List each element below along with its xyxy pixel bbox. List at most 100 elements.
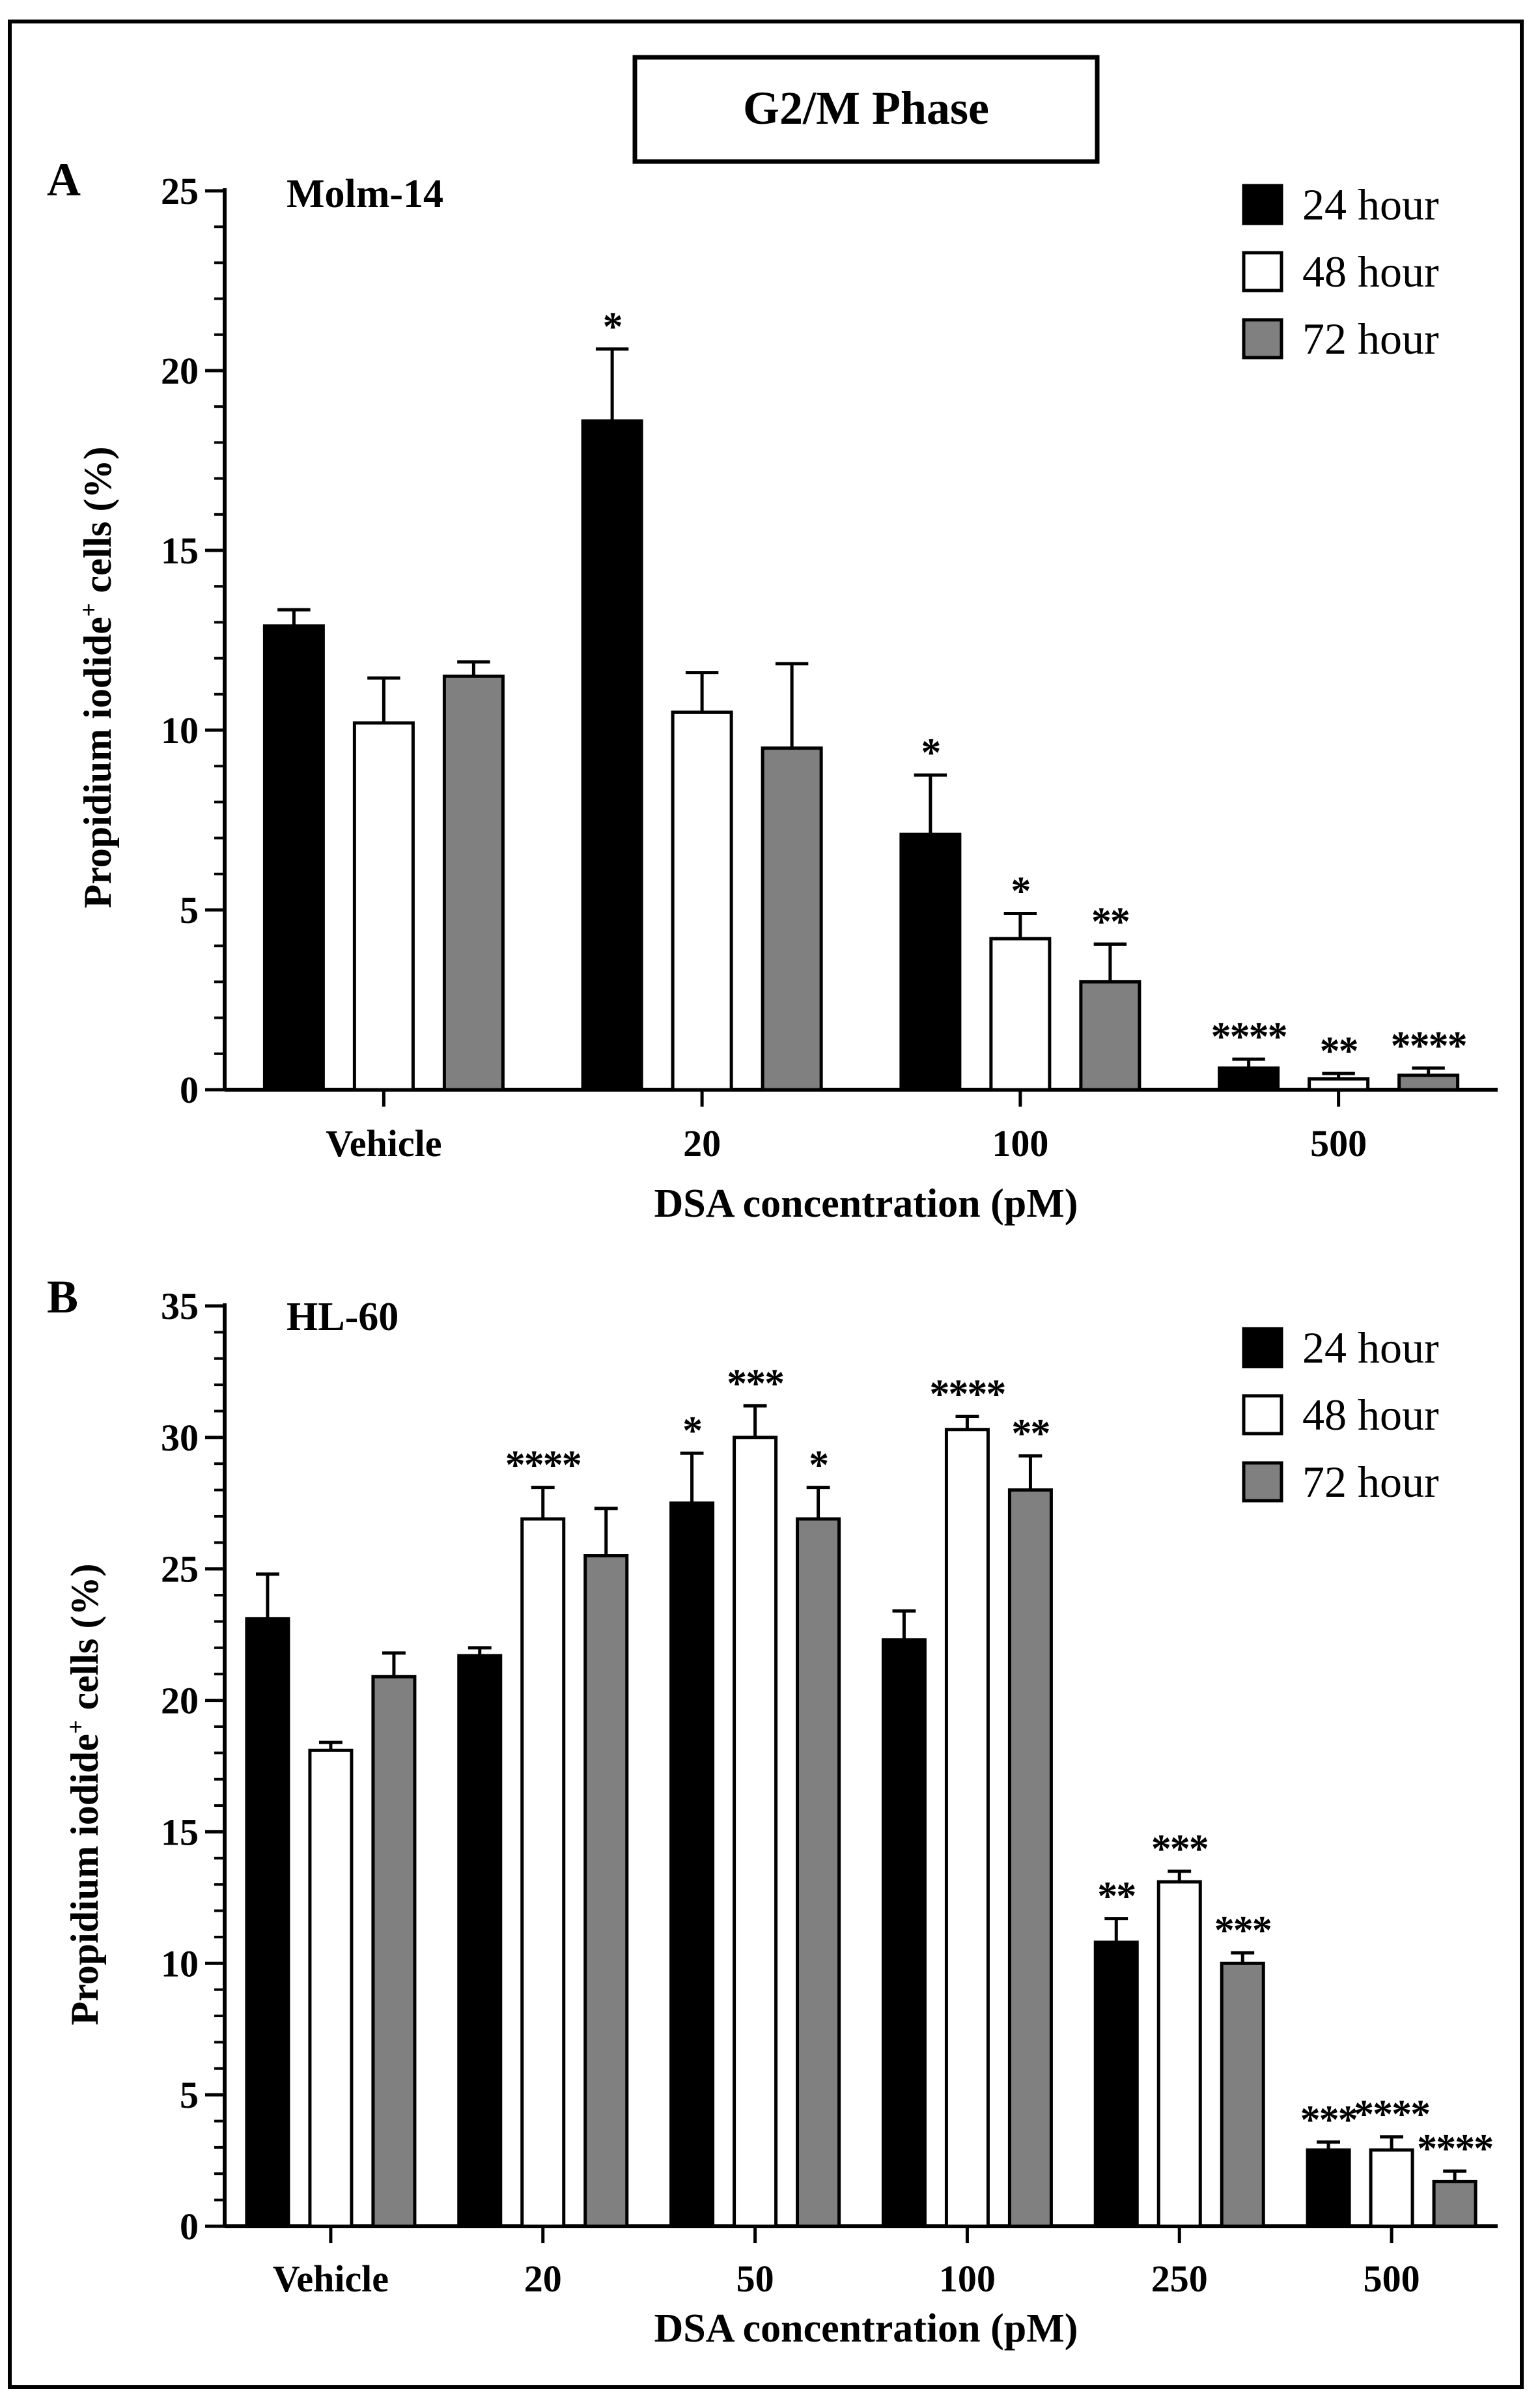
y-tick-label: 0 <box>180 2205 199 2248</box>
x-tick-label: 100 <box>939 2258 996 2300</box>
panel-b-plot-area: 05101520253035Vehicle****20*****50******… <box>161 1285 1498 2300</box>
bar <box>245 1617 290 2228</box>
bar <box>1306 2148 1351 2228</box>
significance-label: * <box>809 1443 828 1488</box>
x-tick-label: 500 <box>1364 2258 1420 2300</box>
panel-b-ylabel-sup: + <box>63 1720 90 1734</box>
y-tick-label: 30 <box>161 1417 199 1459</box>
significance-label: *** <box>1214 1908 1271 1953</box>
significance-label: * <box>1011 870 1029 914</box>
bar <box>371 1675 417 2228</box>
significance-label: **** <box>1391 1024 1466 1068</box>
significance-label: ** <box>1320 1029 1358 1073</box>
figure-title: G2/M Phase <box>743 82 989 134</box>
bar <box>1432 2179 1477 2228</box>
legend-swatch <box>1242 251 1283 292</box>
bar <box>796 1517 841 2228</box>
significance-label: * <box>603 305 622 349</box>
legend-label: 24 hour <box>1302 180 1439 229</box>
significance-label: *** <box>727 1361 783 1406</box>
bar <box>1156 1880 1202 2228</box>
x-tick-label: 50 <box>736 2258 774 2300</box>
y-tick-label: 15 <box>161 1811 199 1853</box>
x-tick-label: 500 <box>1310 1122 1367 1165</box>
bar <box>583 1554 629 2228</box>
bar <box>881 1638 927 2228</box>
x-tick-label: 20 <box>524 2258 562 2300</box>
panel-b-y-axis-label: Propidium iodide+ cells (%) <box>63 1564 106 2026</box>
significance-label: **** <box>1417 2127 1492 2171</box>
bar <box>1007 1488 1053 2228</box>
panel-a-x-axis-label: DSA concentration (pM) <box>654 1182 1078 1226</box>
significance-label: **** <box>929 1372 1005 1417</box>
title-box-border <box>632 55 1100 164</box>
panel-a-cell-line: Molm-14 <box>287 172 443 216</box>
bar <box>1093 1940 1139 2228</box>
significance-label: *** <box>1300 2098 1357 2142</box>
bar <box>442 674 505 1092</box>
legend-label: 48 hour <box>1302 247 1439 296</box>
y-tick-label: 20 <box>161 350 199 392</box>
y-tick-label: 25 <box>161 170 199 212</box>
y-tick-label: 10 <box>161 709 199 752</box>
legend-swatch <box>1242 1327 1283 1368</box>
legend-label: 24 hour <box>1302 1323 1439 1372</box>
significance-label: * <box>921 731 940 775</box>
x-tick-label: Vehicle <box>273 2258 389 2300</box>
y-tick-label: 35 <box>161 1285 199 1327</box>
bar <box>944 1428 990 2228</box>
bar <box>761 746 823 1092</box>
bar <box>1369 2148 1414 2228</box>
significance-label: *** <box>1151 1827 1208 1871</box>
x-tick-label: 20 <box>683 1122 721 1165</box>
legend-label: 48 hour <box>1302 1390 1439 1439</box>
significance-label: **** <box>1211 1015 1287 1059</box>
bar <box>352 721 415 1092</box>
panel-a-ylabel-rest: cells (%) <box>76 447 119 603</box>
significance-label: * <box>682 1409 701 1453</box>
y-tick-label: 5 <box>180 2074 199 2116</box>
significance-label: **** <box>505 1443 581 1488</box>
significance-label: ** <box>1011 1411 1049 1456</box>
legend-label: 72 hour <box>1302 1457 1439 1507</box>
legend-swatch <box>1242 1394 1283 1436</box>
panel-b-cell-line: HL-60 <box>287 1295 399 1339</box>
y-tick-label: 20 <box>161 1680 199 1722</box>
bar <box>308 1748 354 2228</box>
panel-a-chart: A Molm-14 Propidium iodide+ cells (%) DS… <box>47 154 1498 1226</box>
bar <box>1218 1066 1280 1092</box>
y-tick-label: 0 <box>180 1069 199 1111</box>
bar <box>581 419 643 1092</box>
bar <box>262 624 325 1092</box>
y-tick-label: 5 <box>180 889 199 931</box>
figure-title-box: G2/M Phase <box>632 55 1100 164</box>
panel-a-ylabel-main: Propidium iodide <box>76 617 119 908</box>
panel-b-ylabel-rest: cells (%) <box>63 1564 106 1720</box>
legend-swatch <box>1242 318 1283 360</box>
x-tick-label: 100 <box>992 1122 1048 1165</box>
bar <box>1079 980 1141 1092</box>
bar <box>669 1501 715 2228</box>
bar <box>989 937 1052 1092</box>
x-tick-label: Vehicle <box>326 1122 441 1165</box>
figure-frame <box>8 20 1524 2389</box>
y-tick-label: 10 <box>161 1942 199 1985</box>
bar <box>671 710 733 1092</box>
legend-label: 72 hour <box>1302 314 1439 363</box>
legend-swatch <box>1242 184 1283 225</box>
significance-label: **** <box>1354 2093 1429 2137</box>
x-tick-label: 250 <box>1151 2258 1208 2300</box>
significance-label: ** <box>1091 899 1129 944</box>
panel-a-label: A <box>47 154 81 206</box>
panel-b-x-axis-label: DSA concentration (pM) <box>654 2306 1078 2351</box>
bar <box>1220 1961 1265 2228</box>
bar <box>899 832 962 1092</box>
bar <box>733 1436 778 2228</box>
y-tick-label: 15 <box>161 530 199 572</box>
bar <box>520 1517 566 2228</box>
bar <box>1397 1073 1460 1092</box>
panel-b-chart: B HL-60 Propidium iodide+ cells (%) DSA … <box>47 1271 1498 2351</box>
panel-a-y-axis-label: Propidium iodide+ cells (%) <box>76 447 119 909</box>
bar <box>457 1654 503 2228</box>
